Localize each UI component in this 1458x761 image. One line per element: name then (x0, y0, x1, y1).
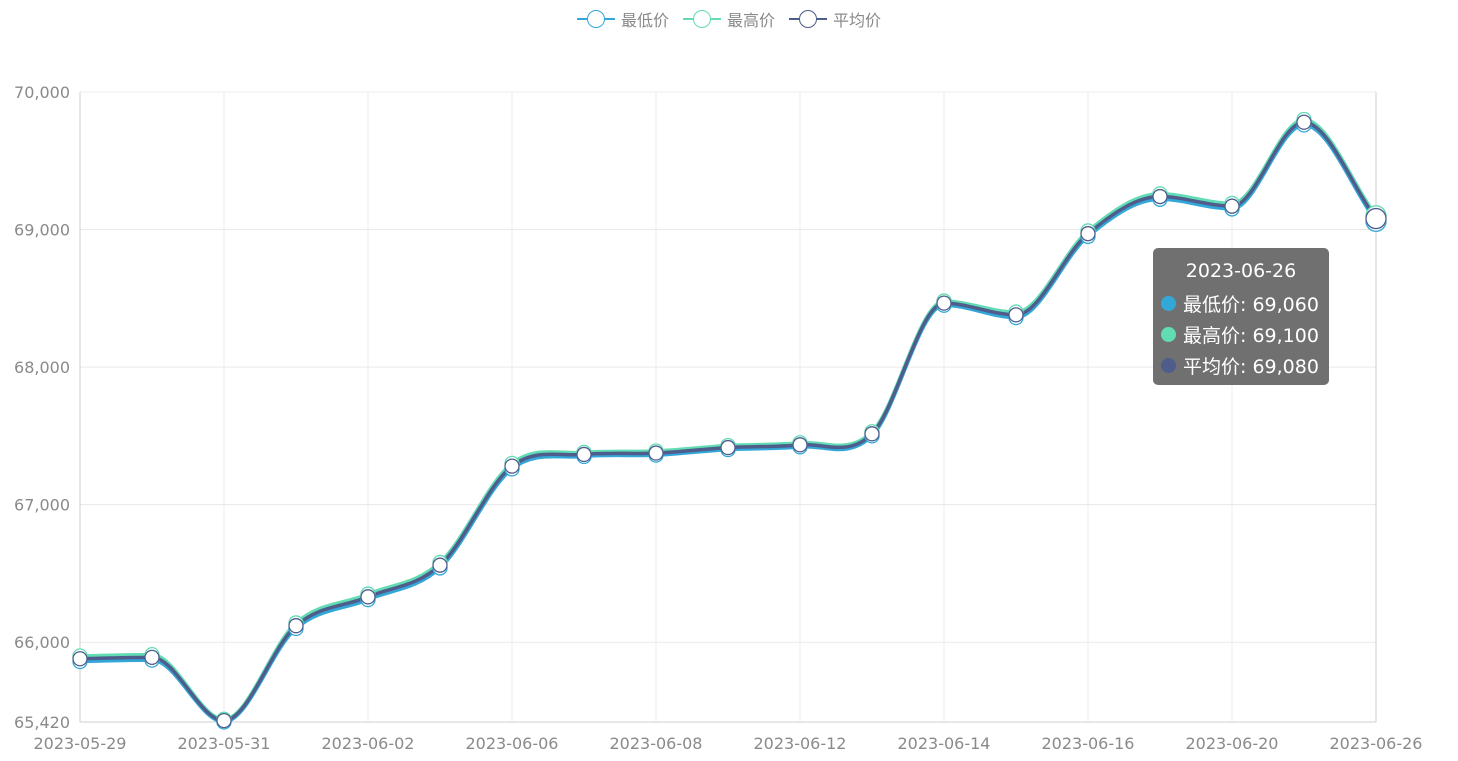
tooltip-value: 最高价: 69,100 (1183, 325, 1319, 347)
data-point (864, 426, 880, 442)
data-point (792, 437, 808, 453)
data-point (216, 712, 232, 729)
data-point (72, 651, 88, 667)
legend-item[interactable]: 最高价 (682, 7, 775, 31)
data-point (936, 295, 952, 311)
x-tick-label: 2023-05-29 (34, 734, 127, 753)
series-line-0 (79, 123, 1378, 724)
y-tick-label: 66,000 (14, 633, 70, 652)
chart-legend: 最低价 最高价 平均价 (0, 6, 1458, 32)
data-point (648, 445, 664, 461)
x-tick-label: 2023-06-08 (610, 734, 703, 753)
data-point (504, 458, 520, 474)
x-tick-label: 2023-06-26 (1330, 734, 1423, 753)
x-tick-label: 2023-06-14 (898, 734, 991, 753)
y-tick-label: 69,000 (14, 221, 70, 240)
x-tick-label: 2023-06-20 (1186, 734, 1279, 753)
data-point (1080, 226, 1096, 242)
data-point (288, 618, 304, 634)
x-tick-label: 2023-06-02 (322, 734, 415, 753)
legend-label: 平均价 (833, 11, 882, 30)
legend-marker-icon (576, 9, 615, 29)
data-point (720, 439, 736, 456)
data-point (1296, 114, 1312, 130)
y-tick-label: 68,000 (14, 358, 70, 377)
data-point (1365, 207, 1387, 230)
series-dot-icon (1161, 327, 1176, 342)
data-point (1152, 188, 1168, 205)
y-tick-label: 67,000 (14, 496, 70, 515)
legend-marker-icon (682, 9, 721, 29)
x-tick-label: 2023-05-31 (178, 734, 271, 753)
series-line-2 (79, 120, 1378, 723)
legend-marker-icon (789, 9, 827, 29)
tooltip-value: 最低价: 69,060 (1183, 294, 1319, 316)
x-tick-label: 2023-06-12 (754, 734, 847, 753)
y-tick-label: 65,420 (14, 713, 70, 732)
legend-label: 最高价 (726, 11, 775, 30)
legend-item[interactable]: 最低价 (576, 7, 669, 31)
series-line-1 (79, 117, 1378, 721)
data-point (360, 589, 376, 605)
data-point (576, 446, 592, 463)
series-lines (79, 117, 1378, 724)
x-tick-label: 2023-06-16 (1042, 734, 1135, 753)
tooltip-value: 平均价: 69,080 (1183, 356, 1319, 378)
tooltip-row: 平均价: 69,080 (1161, 350, 1329, 381)
axes (79, 91, 1377, 723)
tick-labels: 65,420 66,000 67,000 68,000 69,000 70,000 2023… (14, 83, 1422, 753)
series-dot-icon (1161, 358, 1176, 373)
data-point (1008, 307, 1024, 323)
data-point (1224, 198, 1240, 214)
legend-item[interactable]: 平均价 (789, 7, 881, 31)
data-tooltip: 2023-06-26 最低价: 69,060 最高价: 69,100 平均价: 69… (1153, 248, 1329, 385)
data-point (432, 557, 448, 573)
tooltip-row: 最高价: 69,100 (1161, 319, 1329, 350)
grid-lines (80, 91, 1377, 722)
series-dot-icon (1161, 296, 1176, 311)
data-points (72, 111, 1387, 730)
tooltip-row: 最低价: 69,060 (1161, 288, 1329, 319)
y-tick-label: 70,000 (14, 83, 70, 102)
legend-label: 最低价 (620, 11, 669, 30)
x-tick-label: 2023-06-06 (466, 734, 559, 753)
tooltip-title: 2023-06-26 (1185, 260, 1297, 282)
data-point (144, 649, 160, 665)
